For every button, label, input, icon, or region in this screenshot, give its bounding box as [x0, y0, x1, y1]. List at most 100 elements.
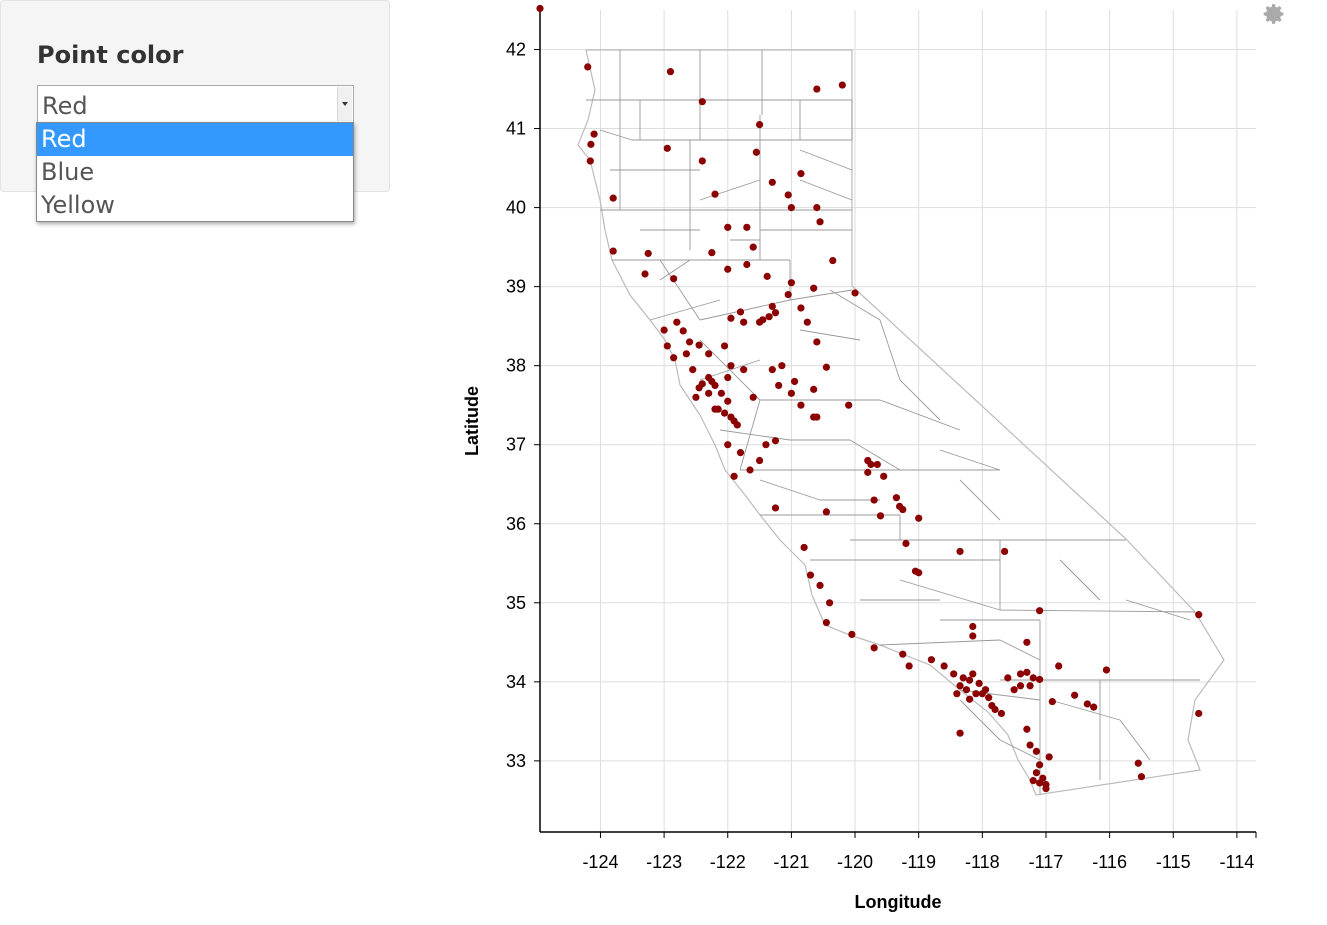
x-tick-label: -117	[1029, 852, 1064, 872]
data-point	[730, 472, 738, 480]
data-point	[641, 270, 649, 278]
data-point	[870, 644, 878, 652]
data-point	[825, 599, 834, 607]
data-point	[1137, 773, 1146, 781]
data-point	[790, 377, 799, 386]
y-tick-label: 40	[506, 198, 526, 218]
data-point	[1029, 674, 1037, 682]
data-point	[1090, 703, 1098, 711]
x-axis-label: Longitude	[855, 892, 942, 912]
point-color-select[interactable]: Red	[37, 85, 354, 123]
data-point	[1010, 686, 1018, 694]
data-point	[873, 460, 881, 469]
x-tick-label: -116	[1092, 852, 1127, 872]
data-point	[685, 338, 694, 346]
data-point	[587, 140, 595, 148]
data-point	[829, 256, 837, 265]
data-point	[609, 247, 617, 255]
california-county-map	[577, 49, 1225, 796]
data-point	[1016, 682, 1025, 690]
data-point	[985, 694, 993, 702]
data-point	[775, 381, 783, 390]
data-point	[902, 539, 910, 548]
data-point	[1195, 709, 1203, 718]
data-point	[1026, 741, 1034, 749]
option-red[interactable]: Red	[37, 123, 353, 156]
data-point	[666, 68, 675, 76]
chevron-down-icon[interactable]	[337, 87, 352, 121]
data-point	[771, 437, 780, 445]
data-point	[975, 679, 983, 688]
data-point	[870, 496, 878, 504]
data-point	[586, 157, 594, 165]
data-point	[940, 662, 948, 670]
point-color-label: Point color	[37, 41, 184, 69]
data-point	[778, 362, 786, 370]
y-tick-label: 34	[506, 672, 526, 692]
data-point	[584, 63, 592, 71]
county-lines	[586, 50, 1200, 795]
data-point	[953, 690, 961, 698]
data-point	[765, 313, 773, 321]
option-yellow[interactable]: Yellow	[41, 191, 115, 219]
y-tick-label: 42	[506, 40, 526, 60]
data-point	[768, 302, 776, 310]
x-tick-label: -115	[1156, 852, 1191, 872]
data-point	[743, 223, 751, 231]
data-point	[695, 341, 703, 349]
chart-axes: -124 -123 -122 -121 -120 -119 -118 -117 -116 -115…	[462, 10, 1257, 912]
data-point	[771, 504, 780, 512]
x-tick-label: -124	[582, 852, 618, 872]
data-point	[724, 265, 732, 273]
data-point	[749, 243, 757, 251]
data-point	[663, 342, 671, 350]
data-point	[899, 505, 907, 514]
data-point	[673, 318, 681, 326]
data-point	[813, 338, 821, 346]
data-point	[755, 456, 764, 465]
option-blue[interactable]: Blue	[41, 158, 95, 186]
data-point	[810, 385, 818, 393]
data-point	[991, 705, 999, 714]
data-point	[956, 547, 964, 556]
data-point	[692, 393, 700, 401]
data-point	[660, 326, 668, 334]
data-point	[1032, 769, 1041, 777]
gear-icon[interactable]	[1262, 2, 1286, 26]
data-point	[536, 4, 544, 13]
data-point	[698, 98, 706, 106]
data-point	[1083, 700, 1091, 708]
data-point	[813, 85, 821, 93]
data-point	[705, 350, 713, 358]
y-tick-label: 37	[506, 435, 526, 455]
data-point	[609, 194, 617, 202]
data-point	[899, 650, 907, 658]
data-point	[755, 121, 764, 129]
data-point	[727, 362, 735, 370]
data-point	[892, 494, 901, 502]
x-tick-label: -121	[773, 852, 809, 872]
y-tick-label: 38	[506, 356, 526, 376]
chart-grid	[540, 10, 1256, 832]
data-point	[740, 318, 748, 326]
data-point	[644, 249, 652, 258]
data-point	[1036, 675, 1044, 684]
data-point	[1134, 759, 1142, 767]
data-point	[810, 284, 818, 292]
data-point	[822, 363, 831, 371]
y-tick-label: 33	[506, 751, 526, 771]
data-point	[969, 670, 977, 678]
data-point	[966, 676, 974, 684]
data-point	[733, 421, 741, 429]
point-color-dropdown[interactable]: Red Blue Yellow	[36, 122, 354, 222]
data-point	[876, 512, 885, 520]
data-point	[997, 709, 1006, 718]
data-point	[966, 695, 974, 703]
data-point	[784, 191, 792, 199]
data-point	[969, 622, 977, 631]
data-point	[848, 630, 856, 639]
data-point	[959, 674, 967, 682]
data-point	[816, 218, 824, 226]
data-point	[755, 318, 764, 326]
